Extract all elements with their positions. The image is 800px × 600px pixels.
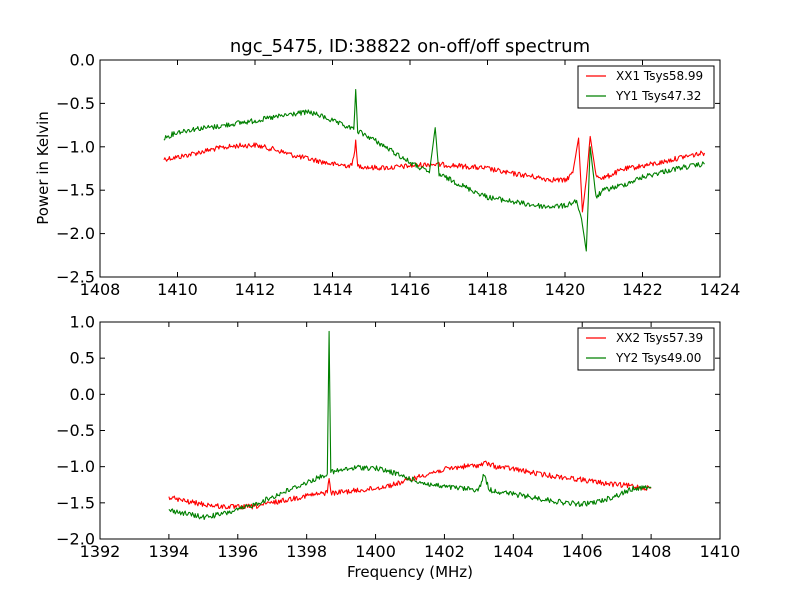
plot-frame-top — [99, 59, 721, 278]
y-tick-label: 0.0 — [70, 51, 95, 70]
x-tick-label: 1422 — [622, 280, 663, 299]
x-tick-label: 1398 — [286, 542, 327, 561]
x-tick-label: 1400 — [355, 542, 396, 561]
x-tick-label: 1416 — [390, 280, 431, 299]
tick-layer-bottom: 1392 1394 1396 1398 1400 1402 1404 1406 1408 1410… — [56, 313, 740, 562]
x-tick-label: 1396 — [217, 542, 258, 561]
x-tick-label: 1420 — [545, 280, 586, 299]
x-tick-label: 1402 — [424, 542, 465, 561]
series-line-xx1 — [163, 135, 706, 213]
y-tick-label: −2.0 — [56, 224, 95, 243]
y-axis-label: Power in Kelvin — [34, 111, 52, 225]
tick-layer-top: 1408 1410 1412 1414 1416 1418 1420 1422 1424 −2.5… — [56, 51, 740, 300]
y-tick-label: −2.5 — [56, 268, 95, 287]
y-tick-label: −1.5 — [56, 181, 95, 200]
bottom-panel: Frequency (MHz) 1392 1394 1396 1398 1400 1402… — [56, 313, 740, 582]
legend-label-yy1: YY1 Tsys47.32 — [615, 89, 701, 103]
x-tick-label: 1394 — [149, 542, 190, 561]
y-tick-label: −2.0 — [56, 530, 95, 549]
x-tick-label: 1414 — [312, 280, 353, 299]
x-tick-label: 1410 — [157, 280, 198, 299]
x-tick-label: 1412 — [235, 280, 276, 299]
y-tick-label: −1.0 — [56, 457, 95, 476]
x-tick-label: 1408 — [631, 542, 672, 561]
legend-bottom: XX2 Tsys57.39 YY2 Tsys49.00 — [577, 327, 715, 371]
x-tick-label: 1406 — [562, 542, 603, 561]
legend-box-bottom — [577, 327, 715, 371]
legend-label-yy2: YY2 Tsys49.00 — [615, 351, 701, 365]
chart-title: ngc_5475, ID:38822 on-off/off spectrum — [230, 36, 590, 57]
x-axis-label: Frequency (MHz) — [347, 563, 473, 581]
y-tick-label: −0.5 — [56, 94, 95, 113]
legend-top: XX1 Tsys58.99 YY1 Tsys47.32 — [577, 65, 715, 109]
y-tick-label: −1.0 — [56, 137, 95, 156]
series-line-yy2 — [168, 330, 652, 521]
y-tick-label: −1.5 — [56, 493, 95, 512]
y-tick-label: 1.0 — [70, 313, 95, 332]
series-layer-bottom — [168, 330, 652, 521]
y-tick-label: 0.5 — [70, 349, 95, 368]
x-tick-label: 1424 — [700, 280, 741, 299]
x-tick-label: 1404 — [493, 542, 534, 561]
y-tick-label: 0.0 — [70, 385, 95, 404]
x-tick-label: 1418 — [467, 280, 508, 299]
x-tick-label: 1410 — [700, 542, 741, 561]
x-tick-label: 1392 — [80, 542, 121, 561]
legend-label-xx2: XX2 Tsys57.39 — [616, 331, 703, 345]
x-tick-label: 1408 — [80, 280, 121, 299]
series-line-yy1 — [163, 88, 705, 252]
legend-label-xx1: XX1 Tsys58.99 — [616, 69, 703, 83]
legend-box-top — [577, 65, 715, 109]
series-layer-top — [163, 88, 706, 252]
y-tick-label: −0.5 — [56, 421, 95, 440]
plot-frame-bottom — [99, 321, 721, 540]
top-panel: ngc_5475, ID:38822 on-off/off spectrum P… — [34, 36, 740, 299]
